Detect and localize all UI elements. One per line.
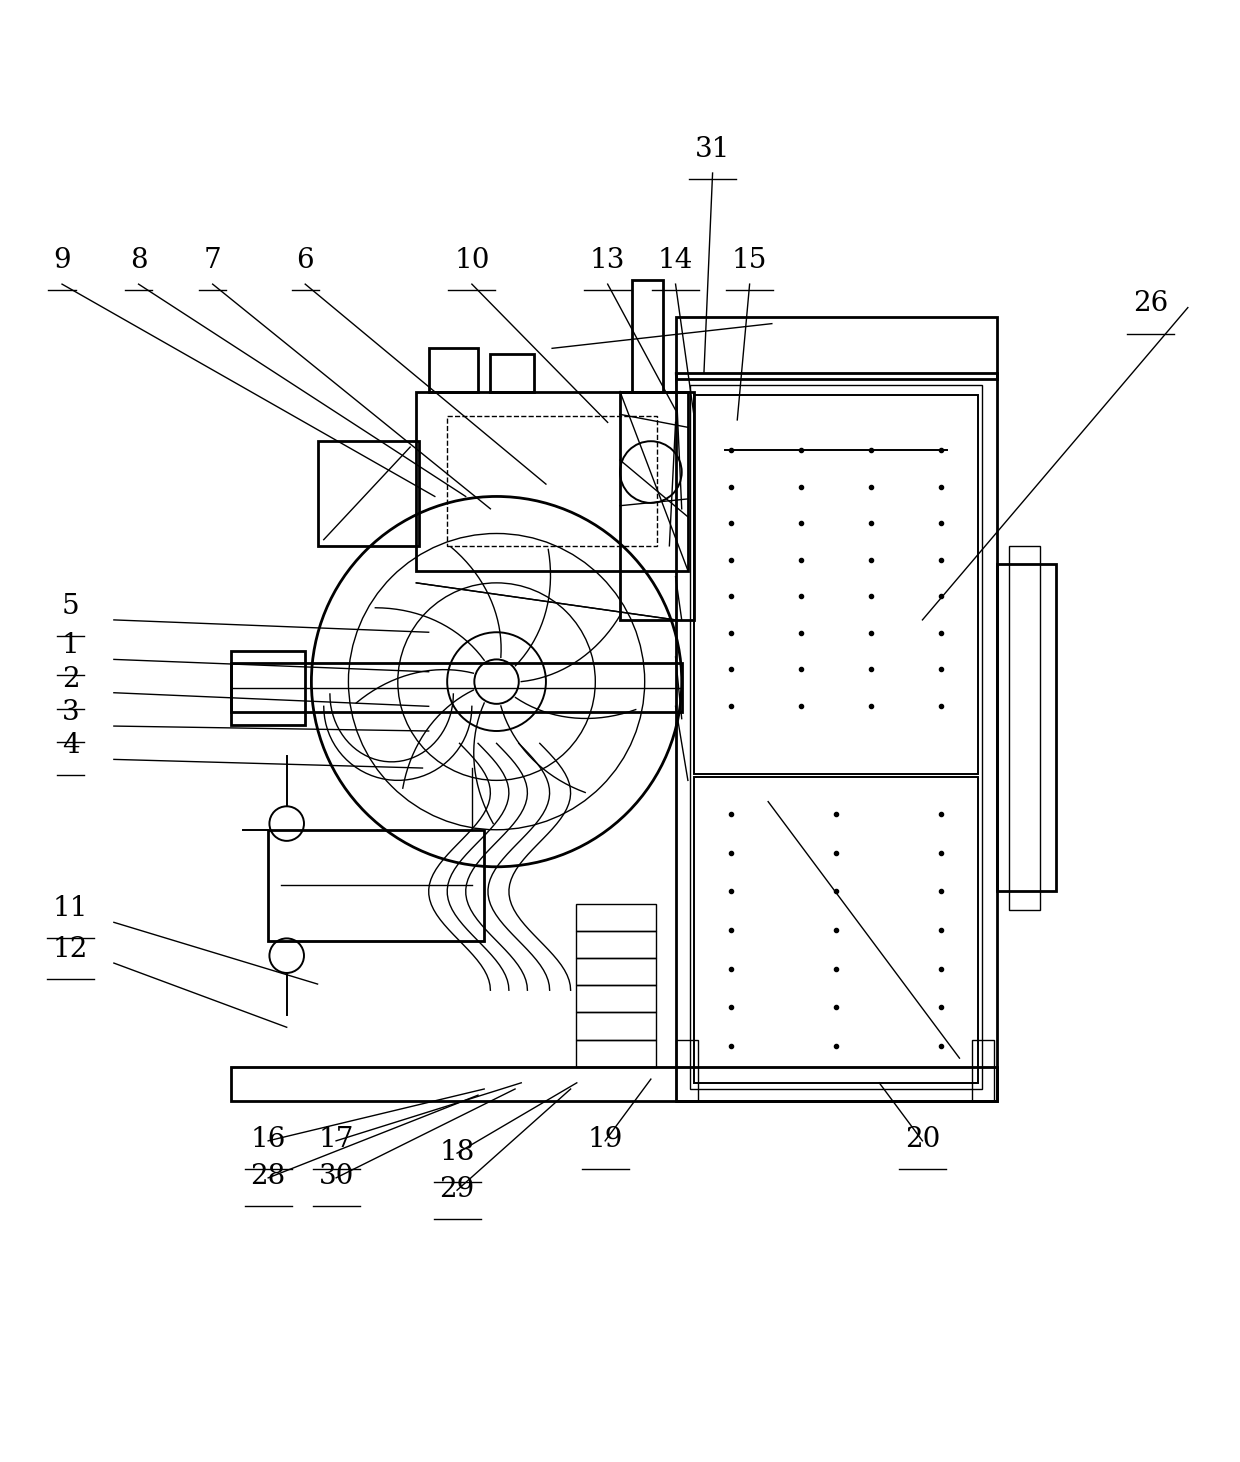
Text: 4: 4 — [62, 732, 79, 759]
Text: 3: 3 — [62, 699, 79, 727]
Bar — [268, 830, 484, 942]
Text: 31: 31 — [694, 136, 730, 164]
Text: 26: 26 — [1133, 291, 1168, 317]
Bar — [691, 386, 982, 1089]
Bar — [231, 651, 305, 725]
Text: 19: 19 — [588, 1126, 622, 1154]
Bar — [417, 392, 688, 570]
Text: 2: 2 — [62, 665, 79, 693]
Bar — [490, 354, 533, 392]
Bar — [620, 392, 694, 620]
Text: 10: 10 — [454, 247, 490, 275]
Text: 30: 30 — [319, 1164, 353, 1190]
Bar — [676, 373, 997, 1101]
Text: 5: 5 — [62, 594, 79, 620]
Text: 29: 29 — [439, 1175, 475, 1203]
Bar — [694, 776, 978, 1083]
Text: 15: 15 — [732, 247, 768, 275]
Bar — [1009, 545, 1039, 909]
Text: 16: 16 — [250, 1126, 286, 1154]
Text: 6: 6 — [296, 247, 314, 275]
Bar — [997, 564, 1055, 892]
Bar — [676, 317, 997, 379]
Text: 28: 28 — [250, 1164, 285, 1190]
Text: 8: 8 — [130, 247, 148, 275]
Text: 9: 9 — [53, 247, 71, 275]
Bar — [231, 1067, 997, 1101]
Text: 14: 14 — [658, 247, 693, 275]
Bar — [575, 931, 656, 958]
Bar — [317, 442, 419, 545]
Bar — [429, 348, 479, 392]
Bar — [448, 417, 657, 545]
Text: 12: 12 — [53, 936, 88, 963]
Bar — [231, 664, 682, 712]
Bar — [972, 1039, 994, 1101]
Bar — [575, 1013, 656, 1039]
Bar — [676, 1039, 698, 1101]
Text: 7: 7 — [203, 247, 222, 275]
Bar — [632, 281, 663, 392]
Text: 11: 11 — [53, 895, 88, 923]
Bar — [575, 1039, 656, 1067]
Bar — [575, 985, 656, 1013]
Bar — [575, 958, 656, 985]
Text: 13: 13 — [590, 247, 625, 275]
Text: 18: 18 — [439, 1139, 475, 1165]
Text: 17: 17 — [319, 1126, 353, 1154]
Bar — [694, 395, 978, 773]
Bar — [575, 904, 656, 931]
Text: 1: 1 — [62, 633, 79, 659]
Text: 20: 20 — [905, 1126, 940, 1154]
